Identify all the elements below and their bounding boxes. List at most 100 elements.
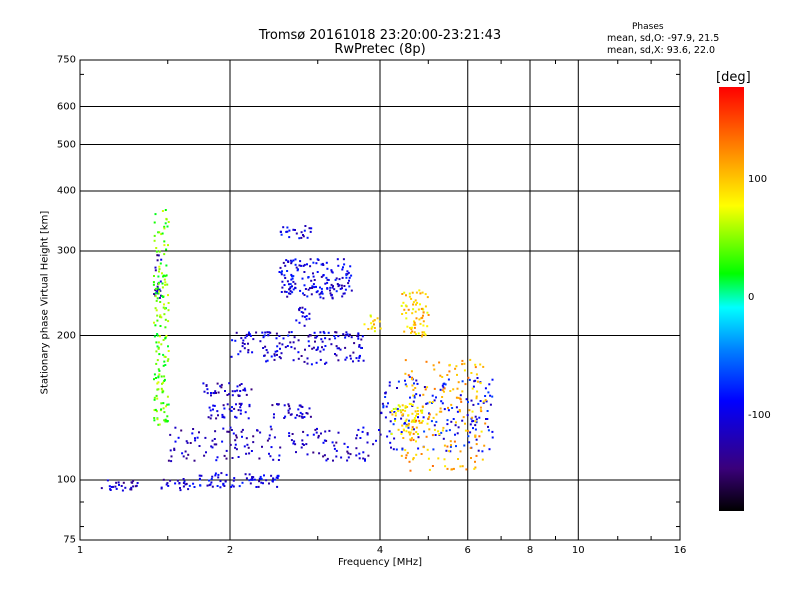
data-point	[159, 262, 162, 265]
data-point	[167, 345, 169, 348]
data-point	[217, 414, 219, 417]
phases-title: Phases	[632, 22, 664, 32]
data-point	[420, 307, 423, 310]
data-point	[401, 293, 404, 295]
data-point	[329, 289, 331, 292]
data-point	[317, 434, 320, 437]
data-point	[303, 263, 306, 266]
data-point	[292, 275, 295, 278]
data-point	[405, 418, 408, 421]
data-point	[413, 321, 416, 324]
data-point	[405, 425, 408, 428]
data-point	[240, 403, 242, 406]
data-point	[132, 479, 135, 482]
data-point	[485, 418, 487, 420]
data-point	[319, 292, 322, 295]
data-point	[344, 346, 347, 349]
data-point	[441, 429, 444, 432]
data-point	[346, 446, 349, 449]
data-point	[243, 387, 246, 390]
data-point	[407, 414, 410, 417]
data-point	[420, 335, 423, 338]
data-point	[209, 483, 212, 486]
data-point	[164, 275, 167, 278]
data-point	[276, 345, 279, 348]
data-point	[309, 287, 311, 290]
data-point	[216, 410, 219, 413]
data-point	[210, 445, 213, 448]
data-point	[450, 444, 452, 447]
data-point	[163, 360, 166, 363]
data-point	[410, 328, 413, 331]
data-point	[415, 440, 417, 443]
data-point	[347, 452, 350, 455]
data-point	[416, 410, 419, 412]
data-point	[297, 339, 300, 342]
data-point	[412, 394, 415, 397]
data-point	[464, 422, 466, 425]
data-point	[276, 403, 278, 406]
data-point	[288, 407, 291, 410]
data-point	[385, 405, 388, 408]
data-point	[273, 354, 276, 357]
data-point	[360, 338, 363, 341]
data-point	[299, 289, 302, 292]
data-point	[461, 363, 464, 366]
data-point	[358, 344, 361, 346]
data-point	[320, 338, 323, 341]
data-point	[300, 446, 303, 449]
data-point	[325, 261, 328, 264]
data-point	[312, 433, 315, 436]
data-point	[319, 358, 322, 361]
data-point	[346, 459, 349, 462]
data-point	[358, 452, 361, 455]
data-point	[312, 272, 314, 275]
data-point	[156, 292, 159, 295]
data-point	[320, 275, 323, 278]
data-point	[165, 264, 168, 267]
data-point	[155, 350, 158, 353]
data-point	[315, 349, 318, 351]
data-point	[225, 473, 228, 476]
data-point	[418, 422, 421, 424]
x-tick-label: 10	[571, 545, 585, 556]
data-point	[422, 324, 425, 327]
data-point	[156, 254, 159, 257]
data-point	[157, 346, 160, 349]
data-point	[357, 332, 360, 335]
data-point	[161, 272, 163, 275]
data-point	[491, 378, 494, 381]
data-point	[234, 446, 237, 449]
data-point	[370, 322, 373, 325]
data-point	[303, 284, 306, 287]
data-point	[338, 284, 341, 287]
data-point	[308, 317, 311, 320]
data-point	[177, 436, 180, 439]
data-point	[470, 372, 473, 374]
data-point	[153, 396, 156, 399]
data-point	[477, 449, 480, 452]
data-point	[388, 430, 391, 433]
data-point	[433, 424, 436, 427]
data-point	[156, 359, 159, 362]
data-point	[205, 384, 208, 387]
data-point	[348, 279, 350, 282]
data-point	[272, 477, 275, 480]
data-point	[321, 346, 323, 349]
data-point	[230, 485, 233, 488]
data-point	[132, 485, 135, 488]
data-point	[234, 443, 237, 446]
data-point	[357, 335, 360, 338]
data-point	[155, 410, 158, 413]
data-point	[470, 399, 473, 402]
data-point	[408, 295, 411, 298]
data-point	[164, 222, 167, 225]
data-point	[154, 287, 157, 290]
data-point	[285, 230, 288, 233]
data-point	[331, 271, 334, 274]
data-point	[309, 230, 312, 233]
data-point	[336, 347, 339, 350]
data-point	[287, 334, 290, 337]
data-point	[474, 420, 477, 423]
data-point	[413, 396, 416, 399]
